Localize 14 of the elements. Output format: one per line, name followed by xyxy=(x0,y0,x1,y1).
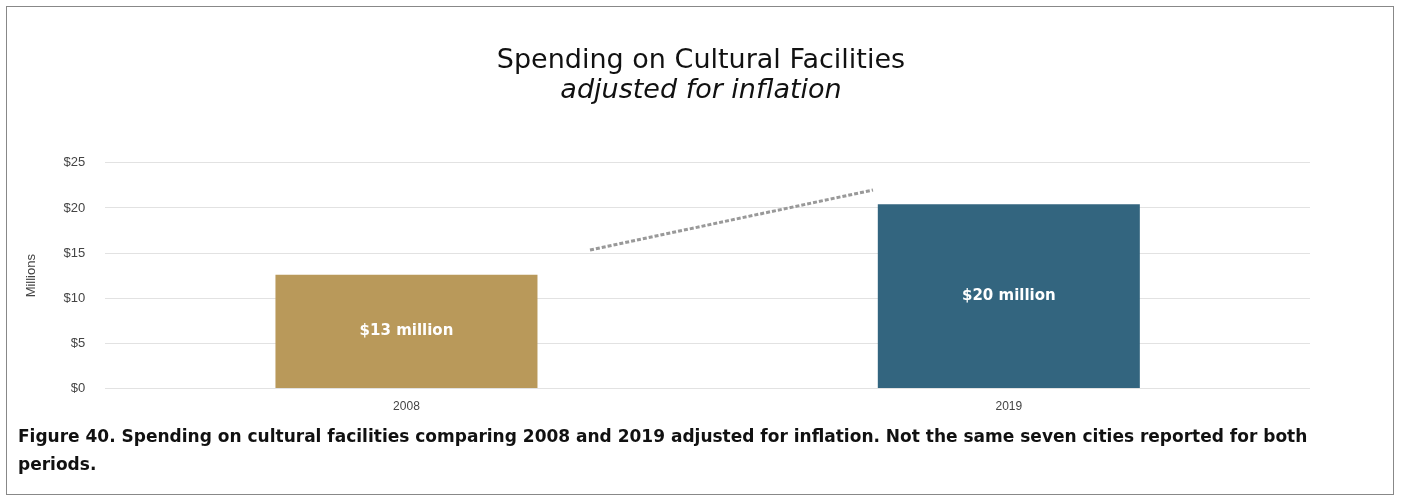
x-tick-label: 2008 xyxy=(393,399,421,414)
x-tick-label: 2019 xyxy=(995,399,1023,414)
caption: Figure 40. Spending on cultural facilities comparing 2008 and 2019 adjusted for inflation. Not the same seven cities reported for both periods. xyxy=(18,425,1309,476)
chart-title: Spending on Cultural Facilities xyxy=(495,43,907,74)
data-label: $13 million xyxy=(359,321,454,340)
chart-subtitle: adjusted for inflation xyxy=(560,73,843,104)
y-tick-label: $10 xyxy=(63,289,86,305)
y-tick-label: $0 xyxy=(70,380,86,396)
data-label: $20 million xyxy=(961,286,1056,305)
y-tick-label: $5 xyxy=(70,335,86,351)
y-tick-label: $20 xyxy=(63,199,86,215)
y-tick-label: $25 xyxy=(63,154,86,170)
y-axis-title: Millions xyxy=(23,253,39,298)
y-tick-label: $15 xyxy=(63,244,86,260)
